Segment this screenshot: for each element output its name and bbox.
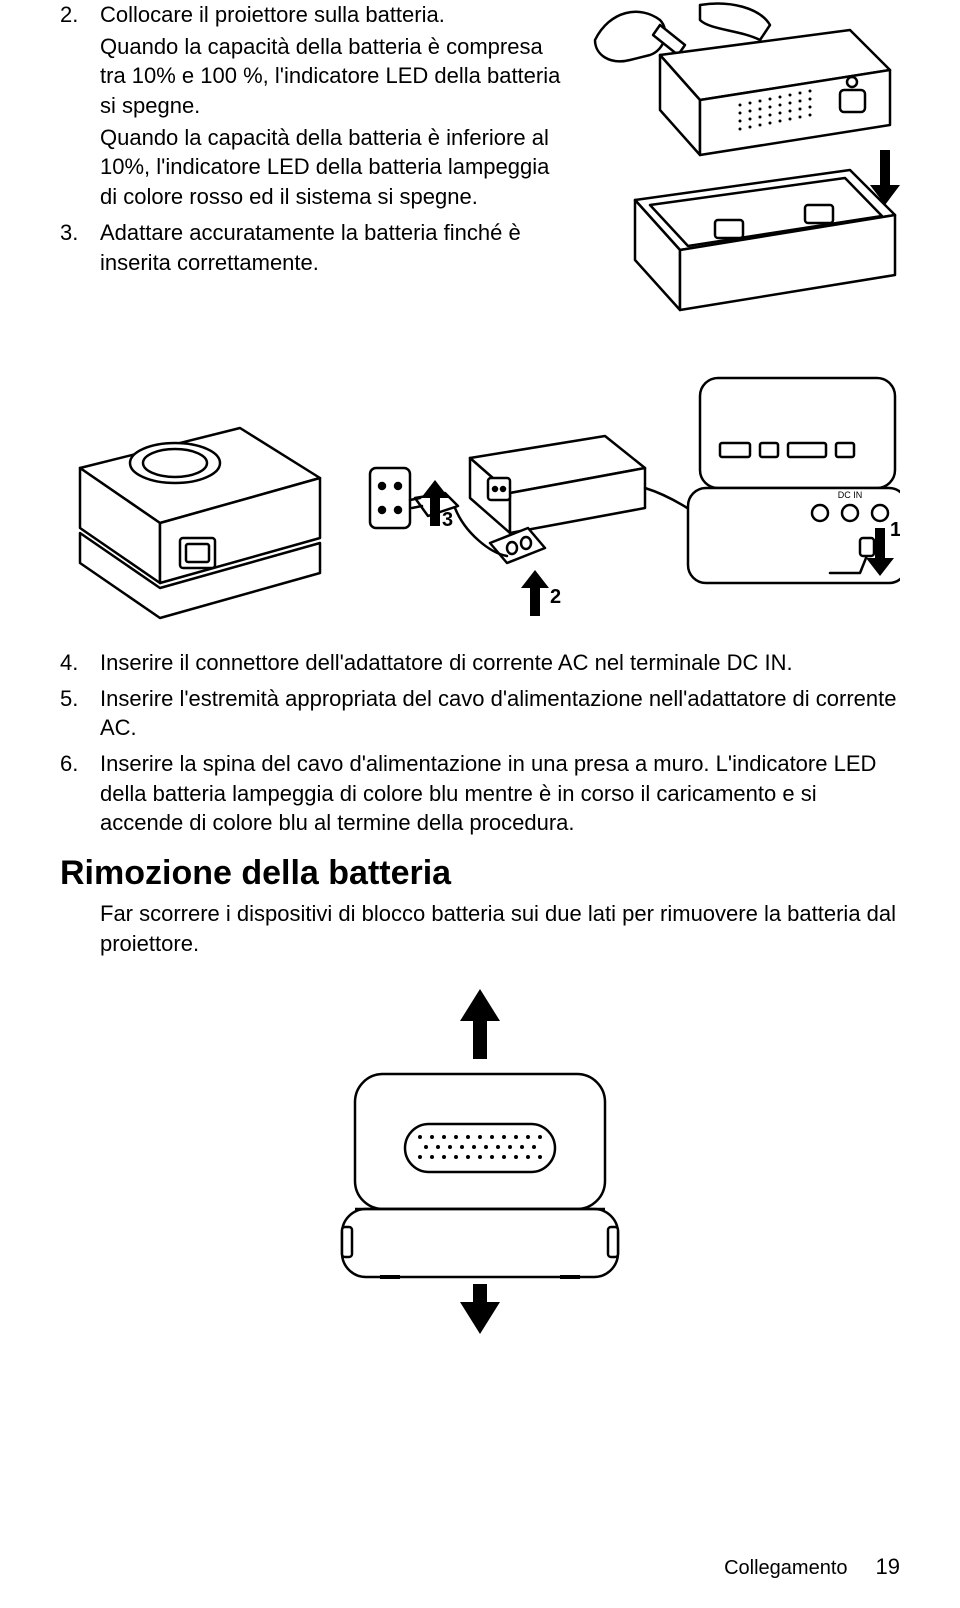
figure-remove-battery xyxy=(60,979,900,1339)
step-3: 3. Adattare accuratamente la batteria fi… xyxy=(60,218,570,279)
step-text: Inserire l'estremità appropriata del cav… xyxy=(100,684,900,745)
step-number: 6. xyxy=(60,749,100,840)
step-6: 6. Inserire la spina del cavo d'alimenta… xyxy=(60,749,900,840)
step-6-para: Inserire la spina del cavo d'alimentazio… xyxy=(100,749,900,838)
step-number: 5. xyxy=(60,684,100,745)
step-number: 4. xyxy=(60,648,100,680)
page-footer: Collegamento 19 xyxy=(724,1554,900,1580)
step-2-para-3: Quando la capacità della batteria è infe… xyxy=(100,123,570,212)
step-number: 2. xyxy=(60,0,100,214)
steps-top: 2. Collocare il proiettore sulla batteri… xyxy=(60,0,590,283)
steps-bottom: 4. Inserire il connettore dell'adattator… xyxy=(60,648,900,840)
upper-block: 2. Collocare il proiettore sulla batteri… xyxy=(60,0,900,330)
step-4: 4. Inserire il connettore dell'adattator… xyxy=(60,648,900,680)
removal-text: Far scorrere i dispositivi di blocco bat… xyxy=(100,899,900,958)
callout-3: 3 xyxy=(442,509,453,531)
callout-2: 2 xyxy=(550,586,561,608)
dc-in-label: DC IN xyxy=(838,490,863,500)
step-text: Inserire il connettore dell'adattatore d… xyxy=(100,648,900,680)
step-2-para-2: Quando la capacità della batteria è comp… xyxy=(100,32,570,121)
callout-1: 1 xyxy=(890,519,900,541)
step-2-para-1: Collocare il proiettore sulla batteria. xyxy=(100,0,570,30)
step-3-para-1: Adattare accuratamente la batteria finch… xyxy=(100,218,570,277)
install-battery-illustration xyxy=(590,0,900,330)
step-text: Collocare il proiettore sulla batteria. … xyxy=(100,0,570,214)
step-text: Adattare accuratamente la batteria finch… xyxy=(100,218,570,279)
figure-install-battery xyxy=(590,0,900,330)
footer-page-number: 19 xyxy=(876,1554,900,1580)
step-5: 5. Inserire l'estremità appropriata del … xyxy=(60,684,900,745)
step-number: 3. xyxy=(60,218,100,279)
step-5-para: Inserire l'estremità appropriata del cav… xyxy=(100,684,900,743)
heading-rimozione: Rimozione della batteria xyxy=(60,854,900,893)
footer-section: Collegamento xyxy=(724,1557,847,1580)
remove-battery-illustration xyxy=(300,979,660,1339)
step-2: 2. Collocare il proiettore sulla batteri… xyxy=(60,0,570,214)
step-4-para: Inserire il connettore dell'adattatore d… xyxy=(100,648,900,678)
step-text: Inserire la spina del cavo d'alimentazio… xyxy=(100,749,900,840)
charging-illustration: DC IN 1 2 3 xyxy=(60,348,900,628)
figure-charging: DC IN 1 2 3 xyxy=(60,348,900,628)
